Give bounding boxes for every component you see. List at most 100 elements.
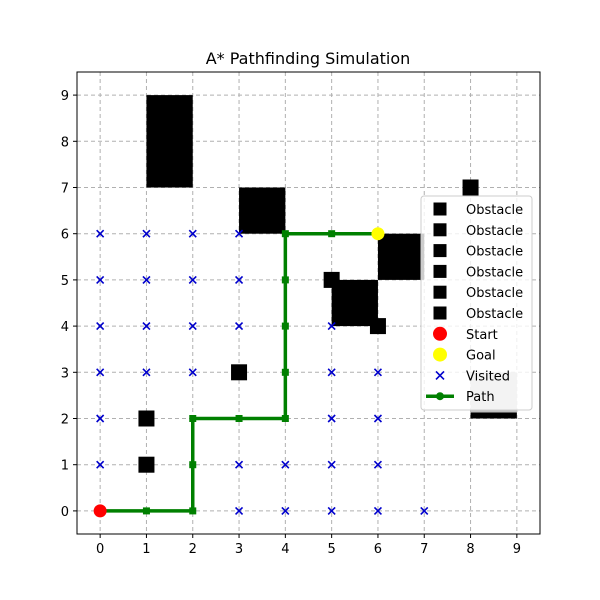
visited-marker bbox=[373, 506, 383, 515]
visited-marker-stroke bbox=[373, 506, 383, 515]
visited-marker bbox=[188, 322, 197, 331]
legend-label: Obstacle bbox=[466, 286, 523, 301]
visited-marker bbox=[234, 460, 244, 469]
chart-title: A* Pathfinding Simulation bbox=[206, 49, 411, 68]
visited-marker bbox=[96, 229, 105, 238]
visited-marker-stroke bbox=[96, 275, 105, 284]
visited-marker-stroke bbox=[373, 460, 383, 469]
legend-marker-obstacle bbox=[433, 306, 447, 320]
visited-marker-stroke bbox=[373, 414, 383, 423]
visited-marker bbox=[96, 460, 105, 469]
axes-frame bbox=[76, 71, 541, 535]
y-tick-label: 9 bbox=[61, 89, 69, 104]
y-tick-label: 0 bbox=[61, 505, 69, 520]
path-point bbox=[281, 368, 289, 376]
obstacle-marker bbox=[138, 456, 155, 473]
path-point bbox=[189, 415, 197, 422]
legend: Obstacle Obstacle Obstacle Obstacle Obstacle… bbox=[420, 195, 533, 411]
visited-marker bbox=[234, 229, 244, 238]
visited-marker-stroke bbox=[96, 368, 105, 377]
obstacle-rect bbox=[377, 233, 425, 280]
visited-marker-stroke bbox=[420, 506, 429, 515]
start-marker bbox=[93, 504, 107, 518]
x-tick-label: 8 bbox=[466, 542, 474, 557]
legend-marker-obstacle bbox=[433, 244, 447, 258]
visited-marker-stroke bbox=[142, 275, 151, 284]
visited-marker bbox=[188, 368, 197, 377]
visited-marker bbox=[420, 506, 429, 515]
visited-marker-stroke bbox=[234, 322, 244, 331]
x-tick-label: 0 bbox=[96, 542, 104, 557]
visited-marker-stroke bbox=[281, 460, 290, 469]
visited-marker bbox=[234, 322, 244, 331]
visited-marker-stroke bbox=[188, 275, 197, 284]
visited-marker-stroke bbox=[142, 322, 151, 331]
y-tick-label: 5 bbox=[61, 274, 69, 289]
visited-marker bbox=[96, 368, 105, 377]
visited-marker-stroke bbox=[327, 368, 336, 377]
goal-marker bbox=[371, 227, 385, 241]
legend-label: Obstacle bbox=[466, 224, 523, 239]
legend-marker-obstacle bbox=[433, 285, 447, 299]
visited-marker-stroke bbox=[327, 322, 336, 331]
visited-marker bbox=[327, 506, 336, 515]
visited-marker bbox=[142, 368, 151, 377]
x-tick-label: 4 bbox=[281, 542, 289, 557]
y-tick-label: 4 bbox=[61, 320, 69, 335]
plot-area: 0 1 2 3 4 5 6 7 8 90123456789ObstacleObstacleObst… bbox=[61, 71, 541, 557]
obstacle-rect bbox=[146, 95, 193, 188]
legend-label: Obstacle bbox=[466, 245, 523, 260]
obstacle-marker bbox=[231, 364, 248, 381]
visited-marker-stroke bbox=[188, 322, 197, 331]
visited-marker-stroke bbox=[281, 506, 290, 515]
legend-marker-obstacle bbox=[433, 223, 447, 237]
visited-marker-stroke bbox=[188, 229, 197, 238]
obstacle-marker bbox=[369, 318, 386, 335]
visited-marker-stroke bbox=[234, 275, 244, 284]
y-tick-label: 6 bbox=[61, 228, 69, 243]
visited-marker bbox=[96, 275, 105, 284]
legend-label: Visited bbox=[466, 369, 510, 384]
visited-marker bbox=[96, 322, 105, 331]
y-tick-label: 7 bbox=[61, 182, 69, 197]
x-tick-label: 5 bbox=[328, 542, 336, 557]
visited-marker-stroke bbox=[96, 414, 105, 423]
path-point bbox=[142, 507, 150, 515]
legend-marker-path-dot bbox=[436, 392, 444, 401]
visited-marker bbox=[281, 460, 290, 469]
legend-label: Start bbox=[466, 328, 498, 343]
visited-marker bbox=[373, 414, 383, 423]
visited-marker-stroke bbox=[142, 368, 151, 377]
obstacle-marker bbox=[462, 179, 479, 196]
visited-marker-stroke bbox=[96, 322, 105, 331]
path-point bbox=[189, 461, 197, 469]
x-tick-label: 7 bbox=[420, 542, 428, 557]
visited-marker-stroke bbox=[96, 460, 105, 469]
legend-marker-obstacle bbox=[433, 202, 447, 216]
visited-marker bbox=[234, 506, 244, 515]
obstacle-rect-edge bbox=[470, 412, 517, 419]
legend-marker-obstacle bbox=[433, 264, 447, 278]
path-point bbox=[328, 230, 336, 238]
visited-marker bbox=[327, 414, 336, 423]
visited-marker bbox=[327, 368, 336, 377]
legend-label: Obstacle bbox=[466, 203, 523, 218]
obstacle-marker bbox=[323, 271, 340, 288]
path-point bbox=[189, 507, 197, 515]
visited-marker-stroke bbox=[234, 229, 244, 238]
path-point bbox=[235, 415, 243, 422]
obstacle-rect bbox=[239, 187, 286, 234]
legend-marker-goal bbox=[433, 347, 447, 362]
visited-marker bbox=[142, 275, 151, 284]
x-tick-label: 2 bbox=[189, 542, 197, 557]
path-point bbox=[281, 322, 289, 330]
visited-marker-stroke bbox=[188, 368, 197, 377]
x-tick-label: 9 bbox=[513, 542, 521, 557]
visited-marker bbox=[373, 460, 383, 469]
visited-marker-stroke bbox=[327, 460, 336, 469]
visited-marker-stroke bbox=[327, 414, 336, 423]
visited-marker bbox=[281, 506, 290, 515]
legend-frame bbox=[420, 195, 533, 411]
visited-marker-stroke bbox=[234, 506, 244, 515]
